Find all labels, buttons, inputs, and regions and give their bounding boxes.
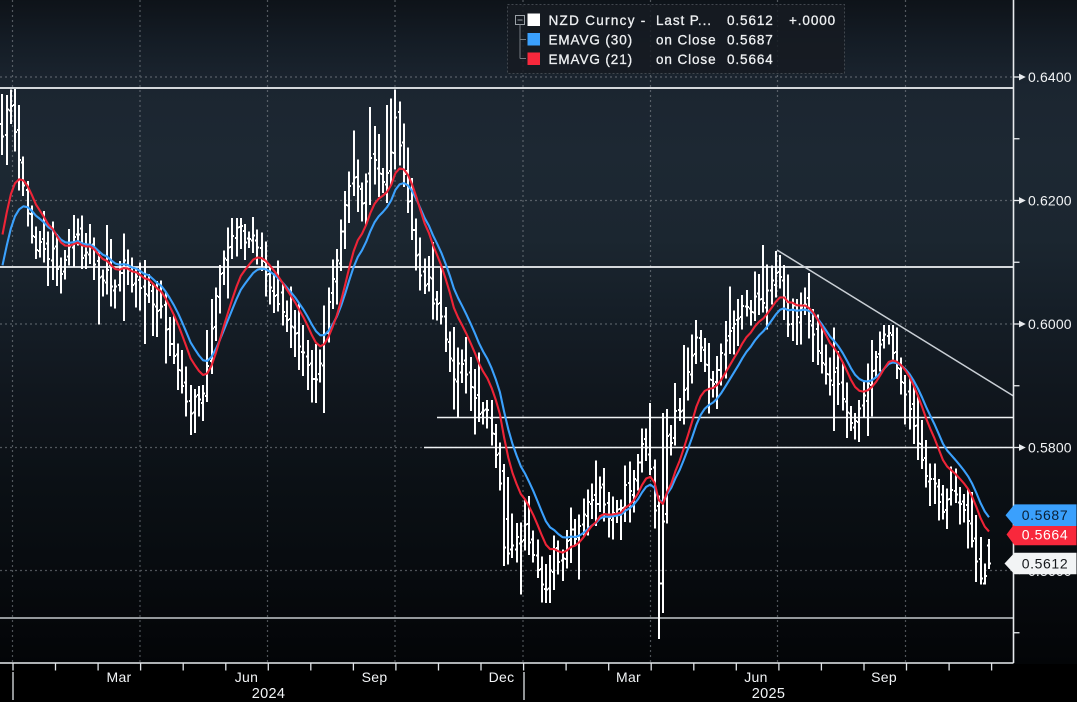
svg-text:Sep: Sep (871, 669, 897, 685)
svg-text:2024: 2024 (252, 686, 285, 702)
svg-text:+.0000: +.0000 (789, 13, 836, 28)
svg-text:0.5664: 0.5664 (727, 52, 774, 67)
svg-text:Dec: Dec (489, 669, 515, 685)
svg-text:Sep: Sep (362, 669, 388, 685)
svg-text:0.5687: 0.5687 (727, 33, 774, 48)
svg-text:0.5800: 0.5800 (1028, 440, 1072, 456)
svg-text:0.6200: 0.6200 (1028, 193, 1072, 209)
svg-text:Mar: Mar (616, 669, 641, 685)
svg-text:Jun: Jun (744, 669, 767, 685)
svg-text:Last P...: Last P... (656, 13, 712, 28)
svg-text:Mar: Mar (106, 669, 131, 685)
svg-text:0.5687: 0.5687 (1022, 507, 1068, 523)
svg-text:Jun: Jun (235, 669, 258, 685)
svg-text:2025: 2025 (752, 686, 785, 702)
svg-text:EMAVG (30): EMAVG (30) (549, 33, 634, 48)
svg-text:on Close: on Close (656, 33, 716, 48)
svg-text:EMAVG (21): EMAVG (21) (549, 52, 634, 67)
svg-text:0.6400: 0.6400 (1028, 69, 1072, 85)
svg-text:NZD Curncy -: NZD Curncy - (549, 13, 647, 28)
svg-text:on Close: on Close (656, 52, 716, 67)
svg-text:0.5612: 0.5612 (1022, 556, 1068, 572)
svg-text:0.5612: 0.5612 (727, 13, 774, 28)
svg-text:0.5664: 0.5664 (1022, 527, 1068, 543)
svg-text:0.6000: 0.6000 (1028, 316, 1072, 332)
